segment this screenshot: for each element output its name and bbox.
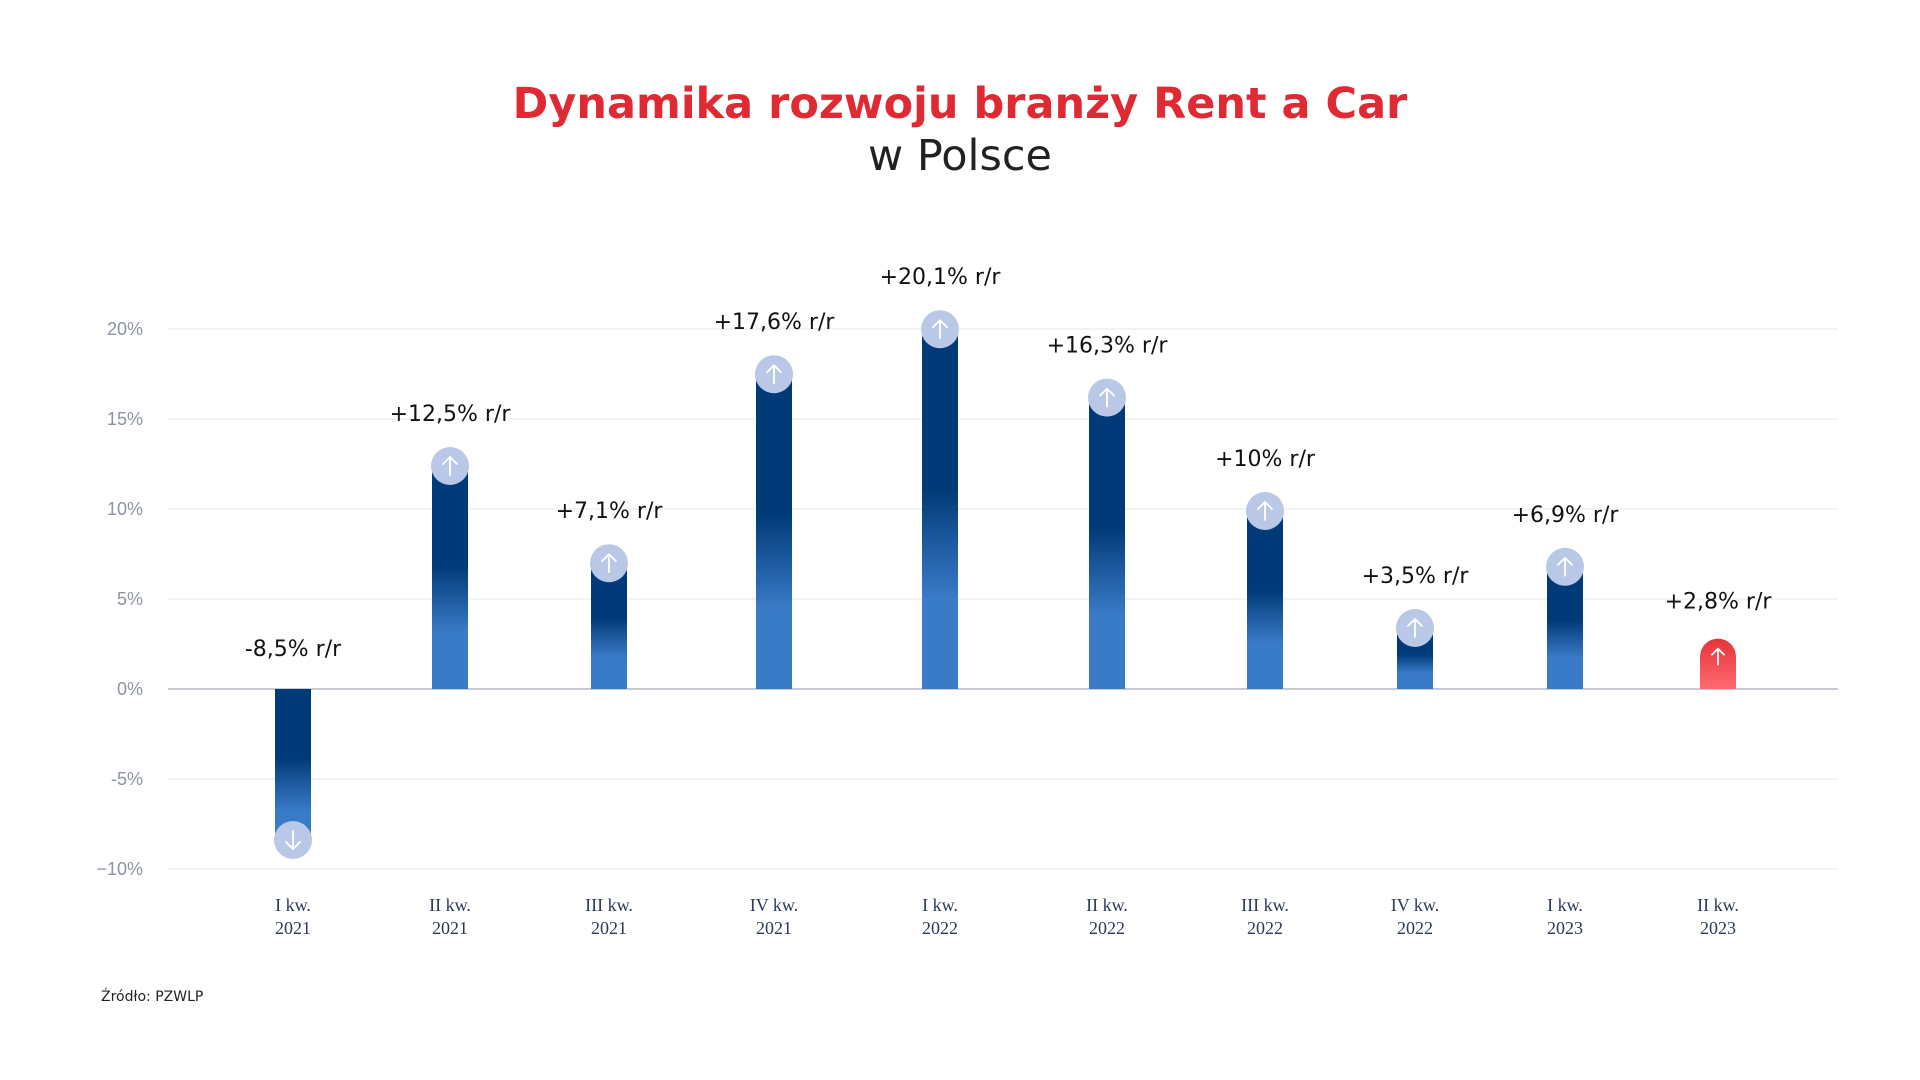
data-labels: -8,5% r/r +12,5% r/r +7,1% r/r +17,6% r/r +2… xyxy=(245,265,1773,662)
y-tick-label: 15% xyxy=(107,409,143,429)
arrow-up-icon xyxy=(442,456,458,476)
data-label: +3,5% r/r xyxy=(1362,564,1470,589)
y-tick-label: −10% xyxy=(96,859,143,879)
x-tick-year-label: 2022 xyxy=(1089,918,1125,938)
bar-group xyxy=(755,355,793,689)
x-tick-label: II kw. xyxy=(1697,895,1739,915)
y-tick-label: 5% xyxy=(117,589,143,609)
bar-group xyxy=(1700,638,1736,689)
arrow-up-icon xyxy=(932,319,948,340)
x-tick-label: II kw. xyxy=(1086,895,1128,915)
x-tick-label: II kw. xyxy=(429,895,471,915)
y-tick-label: -5% xyxy=(111,769,143,789)
arrow-up-icon xyxy=(1557,556,1573,577)
x-tick-label: I kw. xyxy=(922,895,958,915)
chart-subtitle: w Polsce xyxy=(868,131,1052,181)
data-label: +20,1% r/r xyxy=(880,265,1002,290)
x-tick-label: I kw. xyxy=(1547,895,1583,915)
arrow-down-icon xyxy=(285,830,301,850)
bar-group xyxy=(274,689,312,859)
y-tick-label: 10% xyxy=(107,499,143,519)
x-tick-year-label: 2022 xyxy=(1397,918,1433,938)
x-tick-year-label: 2023 xyxy=(1700,918,1736,938)
x-tick-year-label: 2023 xyxy=(1547,918,1583,938)
x-tick-year-label: 2021 xyxy=(756,918,792,938)
bar xyxy=(591,561,627,689)
x-axis-ticks: I kw. 2021 II kw. 2021 III kw. 2021 IV kw. 2021… xyxy=(275,895,1739,938)
bars xyxy=(274,310,1736,859)
bar-group xyxy=(1246,492,1284,689)
data-label: +7,1% r/r xyxy=(556,499,664,524)
data-label: +6,9% r/r xyxy=(1512,503,1620,528)
y-axis-ticks: 20% 15% 10% 5% 0% -5% −10% xyxy=(96,319,143,879)
bar xyxy=(922,327,958,689)
data-label: +10% r/r xyxy=(1215,447,1316,472)
arrow-up-icon xyxy=(766,364,782,385)
arrow-up-icon xyxy=(601,553,617,574)
y-tick-label: 20% xyxy=(107,319,143,339)
arrow-up-icon xyxy=(1711,647,1725,666)
x-tick-label: IV kw. xyxy=(1391,895,1440,915)
bar-group xyxy=(1088,378,1126,689)
x-tick-year-label: 2022 xyxy=(1247,918,1283,938)
bar-group xyxy=(1546,547,1584,689)
x-tick-year-label: 2021 xyxy=(275,918,311,938)
x-tick-label: I kw. xyxy=(275,895,311,915)
data-label: +16,3% r/r xyxy=(1047,334,1169,359)
bar xyxy=(1089,395,1125,689)
bar xyxy=(432,464,468,689)
data-label: +2,8% r/r xyxy=(1665,590,1773,615)
x-tick-label: IV kw. xyxy=(750,895,799,915)
x-tick-year-label: 2022 xyxy=(922,918,958,938)
data-label: -8,5% r/r xyxy=(245,637,342,662)
bar-group xyxy=(921,310,959,689)
bar xyxy=(1247,509,1283,689)
data-label: +17,6% r/r xyxy=(714,310,836,335)
arrow-up-icon xyxy=(1099,387,1115,408)
x-tick-year-label: 2021 xyxy=(432,918,468,938)
bar-group xyxy=(431,447,469,689)
x-tick-label: III kw. xyxy=(585,895,633,915)
bar-group xyxy=(590,544,628,689)
x-tick-label: III kw. xyxy=(1241,895,1289,915)
chart-title: Dynamika rozwoju branży Rent a Car xyxy=(512,79,1408,129)
source-note: Źródło: PZWLP xyxy=(101,989,204,1005)
chart-title-block: Dynamika rozwoju branży Rent a Car w Pol… xyxy=(0,78,1920,182)
data-label: +12,5% r/r xyxy=(390,402,512,427)
arrow-up-icon xyxy=(1407,618,1423,638)
y-tick-label: 0% xyxy=(117,679,143,699)
bar-group xyxy=(1396,609,1434,689)
arrow-up-icon xyxy=(1257,501,1273,521)
x-tick-year-label: 2021 xyxy=(591,918,627,938)
bar xyxy=(275,689,311,842)
bar xyxy=(756,372,792,689)
